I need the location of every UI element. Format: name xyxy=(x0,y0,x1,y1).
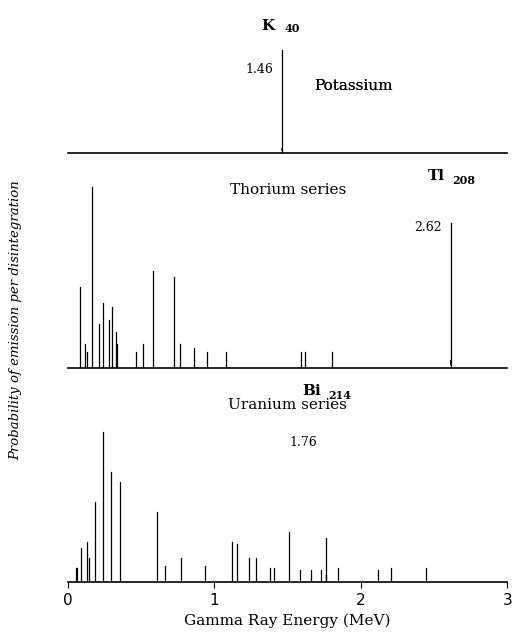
Text: Probability of emission per disintegration: Probability of emission per disintegrati… xyxy=(9,180,22,460)
Text: 214: 214 xyxy=(328,390,351,401)
Text: Uranium series: Uranium series xyxy=(228,398,347,412)
Text: K: K xyxy=(261,19,275,33)
Text: 1.76: 1.76 xyxy=(290,436,317,449)
Text: 2.62: 2.62 xyxy=(414,221,442,234)
Text: Potassium: Potassium xyxy=(314,79,393,93)
X-axis label: Gamma Ray Energy (MeV): Gamma Ray Energy (MeV) xyxy=(185,613,391,628)
Text: 1.46: 1.46 xyxy=(245,63,273,77)
Text: 208: 208 xyxy=(452,175,475,186)
Text: Potassium: Potassium xyxy=(314,79,393,93)
Text: Bi: Bi xyxy=(302,384,321,398)
Text: 40: 40 xyxy=(285,23,300,34)
Text: Thorium series: Thorium series xyxy=(230,183,346,197)
Text: Tl: Tl xyxy=(428,169,445,183)
